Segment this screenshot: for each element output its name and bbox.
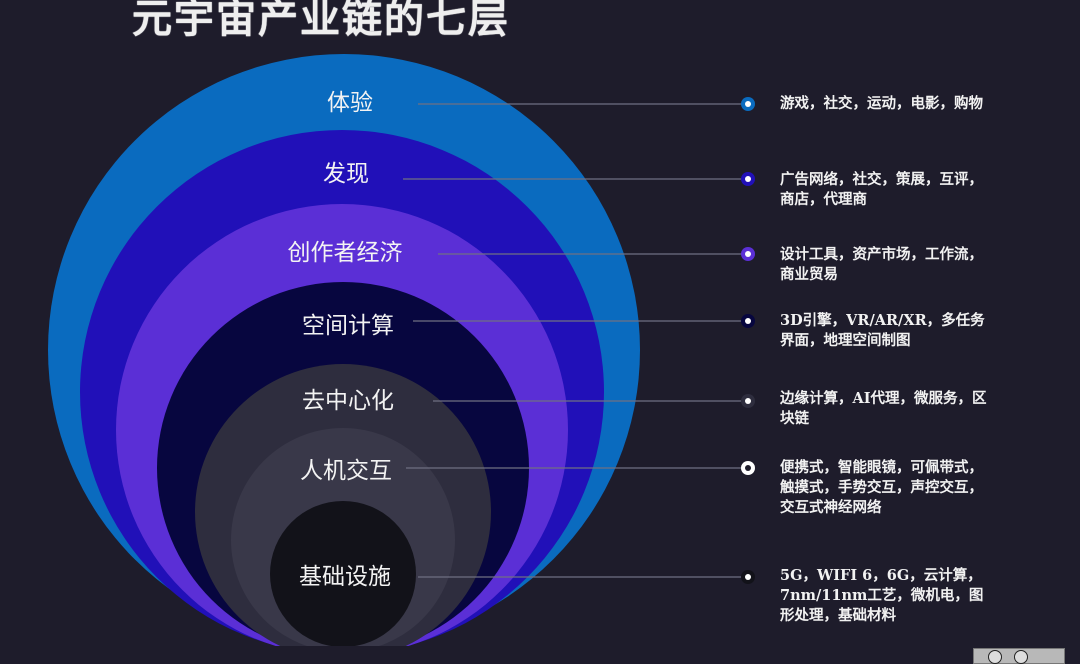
layer-label-3: 创作者经济 bbox=[287, 240, 403, 266]
cc-icon bbox=[988, 650, 1002, 664]
layer-label-4: 空间计算 bbox=[302, 313, 394, 339]
license-badge bbox=[973, 648, 1065, 664]
page-title: 元宇宙产业链的七层 bbox=[132, 0, 510, 42]
layer-description-3: 设计工具，资产市场，工作流，商业贸易 bbox=[780, 246, 983, 283]
connector-dot-center-2 bbox=[745, 176, 751, 182]
layer-description-4: 3D引擎，VR/AR/XR，多任务界面，地理空间制图 bbox=[780, 312, 985, 349]
layer-circle-7 bbox=[270, 501, 416, 647]
connector-dot-center-1 bbox=[745, 101, 751, 107]
layer-label-1: 体验 bbox=[327, 90, 373, 116]
connector-dot-center-7 bbox=[745, 574, 751, 580]
layer-label-7: 基础设施 bbox=[299, 564, 391, 590]
layer-description-6: 便携式，智能眼镜，可佩带式，触摸式，手势交互，声控交互，交互式神经网络 bbox=[780, 459, 983, 516]
layer-label-6: 人机交互 bbox=[300, 458, 392, 484]
connector-dot-center-6 bbox=[745, 465, 751, 471]
bottom-crop bbox=[0, 646, 700, 657]
connector-dot-center-4 bbox=[745, 318, 751, 324]
layer-description-5: 边缘计算，AI代理，微服务，区块链 bbox=[780, 390, 987, 427]
layer-label-2: 发现 bbox=[323, 161, 369, 187]
layer-description-2: 广告网络，社交，策展，互评，商店，代理商 bbox=[780, 171, 983, 208]
layer-description-7: 5G，WIFI 6，6G，云计算，7nm/11nm工艺，微机电，图形处理，基础材… bbox=[780, 567, 984, 624]
attribution-icon bbox=[1014, 650, 1028, 664]
connector-dot-center-3 bbox=[745, 251, 751, 257]
layer-description-1: 游戏，社交，运动，电影，购物 bbox=[780, 95, 983, 112]
connector-dot-center-5 bbox=[745, 398, 751, 404]
layer-label-5: 去中心化 bbox=[302, 388, 394, 414]
